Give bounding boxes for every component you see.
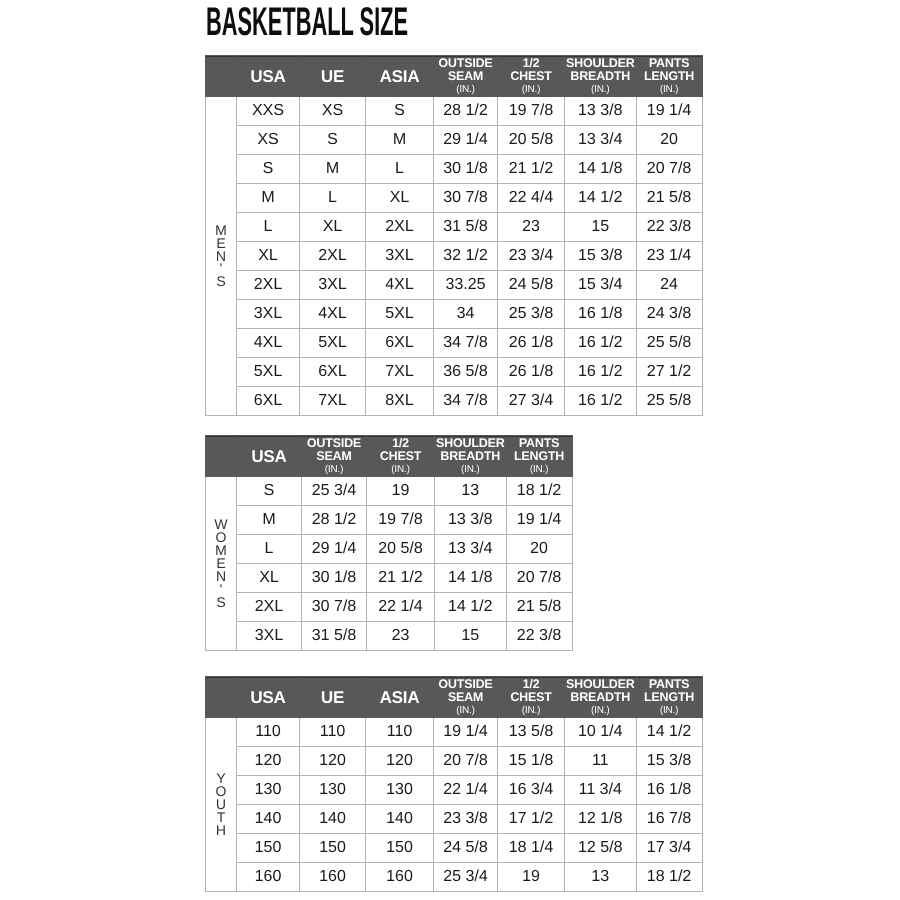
svg-text:BASKETBALL SIZE: BASKETBALL SIZE bbox=[206, 0, 408, 44]
